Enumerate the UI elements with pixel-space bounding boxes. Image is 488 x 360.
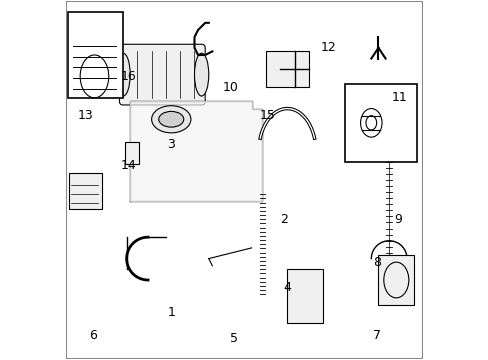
Text: 8: 8 (372, 256, 380, 269)
Text: 5: 5 (229, 333, 237, 346)
Text: 7: 7 (372, 329, 380, 342)
Text: 16: 16 (120, 70, 136, 83)
Text: 12: 12 (320, 41, 336, 54)
Ellipse shape (151, 106, 190, 133)
Text: 6: 6 (88, 329, 97, 342)
Bar (67, 12, 123, 98)
Ellipse shape (194, 53, 208, 96)
Bar (265, 51, 308, 87)
Bar (287, 269, 323, 323)
Bar (69, 173, 102, 208)
Text: 3: 3 (167, 138, 175, 151)
FancyBboxPatch shape (119, 44, 205, 105)
Polygon shape (130, 102, 262, 202)
Text: 2: 2 (279, 213, 287, 226)
Text: 9: 9 (393, 213, 401, 226)
Bar (345, 84, 416, 162)
Text: 14: 14 (120, 159, 136, 172)
Bar (378, 255, 413, 305)
Bar (124, 143, 139, 164)
Bar (123, 59, 201, 102)
Ellipse shape (116, 53, 130, 96)
Text: 11: 11 (391, 91, 407, 104)
Text: 15: 15 (259, 109, 275, 122)
Text: 4: 4 (283, 281, 291, 294)
Text: 10: 10 (222, 81, 238, 94)
Text: 13: 13 (78, 109, 93, 122)
Text: 1: 1 (167, 306, 175, 319)
Ellipse shape (159, 111, 183, 127)
